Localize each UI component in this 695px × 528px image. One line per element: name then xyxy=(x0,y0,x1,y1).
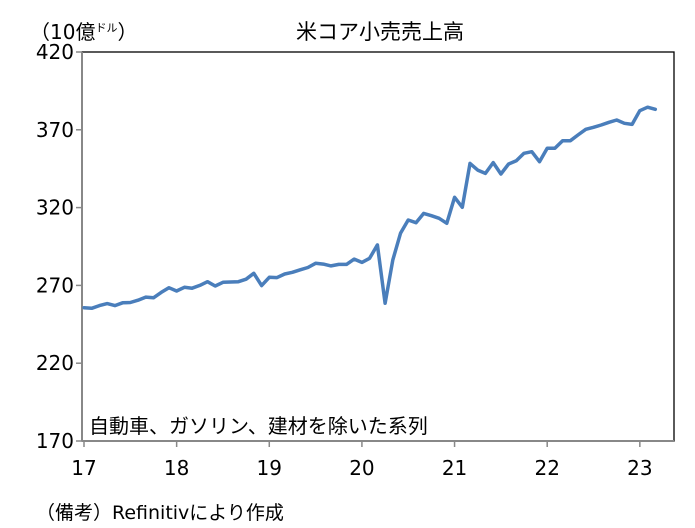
source-note: （備考）Refinitivにより作成 xyxy=(36,502,284,524)
y-tick-label: 170 xyxy=(36,429,74,453)
series-annotation: 自動車、ガソリン、建材を除いた系列 xyxy=(89,414,428,438)
y-tick-label: 270 xyxy=(36,273,74,297)
x-tick-label: 17 xyxy=(71,456,96,480)
series-line xyxy=(82,105,658,311)
y-tick-label: 370 xyxy=(36,118,74,142)
unit-small: ドル xyxy=(95,21,118,35)
chart-title: 米コア小売売上高 xyxy=(296,20,464,44)
y-tick-label: 420 xyxy=(36,40,74,64)
unit-close: ） xyxy=(117,20,138,44)
x-tick-label: 19 xyxy=(257,456,282,480)
x-tick-label: 21 xyxy=(442,456,467,480)
y-tick-label: 220 xyxy=(36,351,74,375)
x-tick-label: 18 xyxy=(164,456,189,480)
y-unit-label: （10億ドル） xyxy=(30,16,137,45)
x-tick-label: 22 xyxy=(534,456,559,480)
x-tick-label: 23 xyxy=(627,456,652,480)
y-tick-label: 320 xyxy=(36,196,74,220)
x-tick-label: 20 xyxy=(349,456,374,480)
unit-open: （10億 xyxy=(30,20,96,44)
